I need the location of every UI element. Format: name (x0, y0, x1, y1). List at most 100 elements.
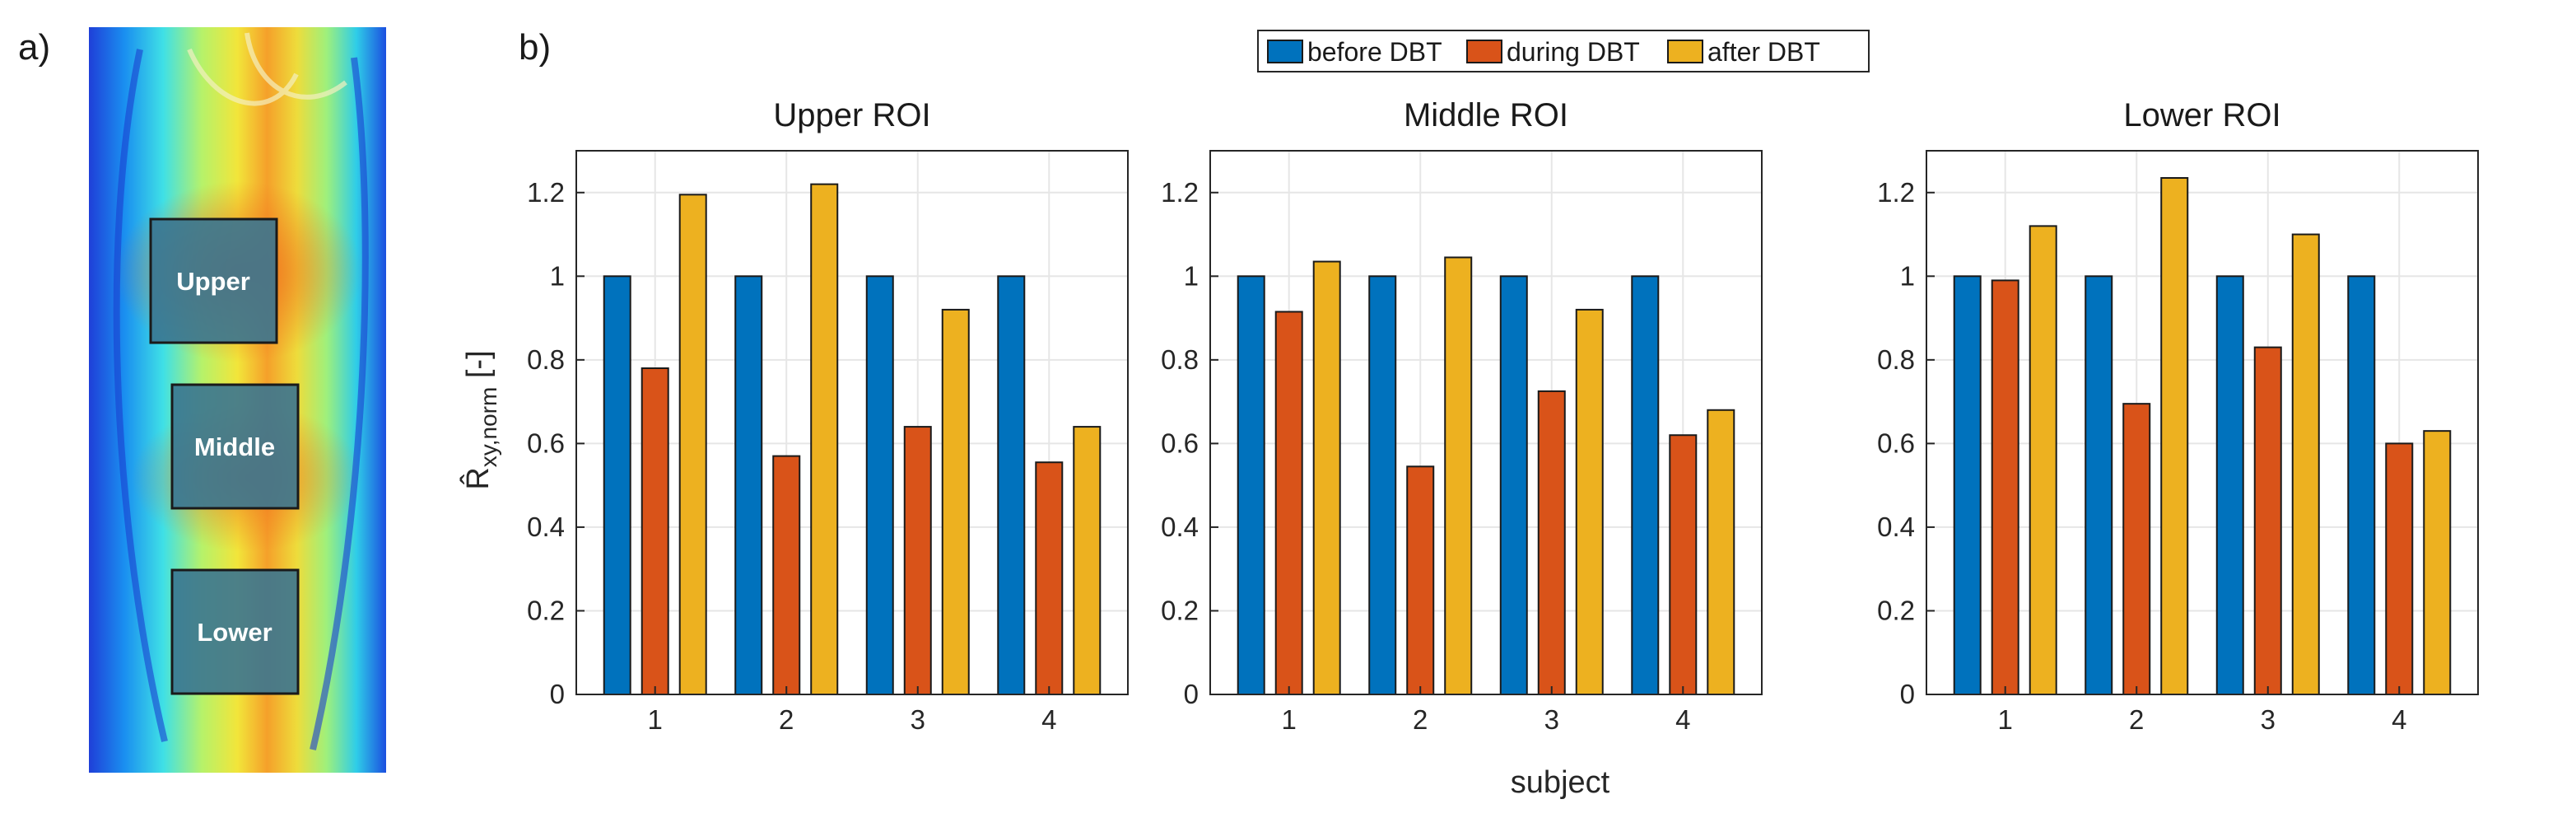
legend-label-after: after DBT (1707, 37, 1820, 67)
bar-lower-after-subject-3 (2291, 233, 2320, 695)
bar-upper-before-subject-1 (603, 275, 631, 695)
y-axis-label-unit: [-] (461, 350, 496, 386)
xtick-label-lower-1: 2 (2129, 704, 2144, 735)
xtick-label-upper-1: 2 (779, 704, 794, 735)
bar-upper-during-subject-3 (903, 426, 932, 695)
roi-box-lower (170, 568, 300, 695)
ytick-label-lower-4: 0.8 (1877, 344, 1915, 375)
ytick-label-upper-3: 0.6 (527, 428, 565, 458)
ytick-label-upper-2: 0.4 (527, 512, 565, 542)
xtick-label-upper-3: 4 (1041, 704, 1056, 735)
bar-middle-during-subject-2 (1406, 465, 1435, 695)
bar-lower-before-subject-2 (2085, 275, 2113, 695)
ytick-label-lower-0: 0 (1900, 679, 1915, 709)
bar-lower-after-subject-2 (2160, 177, 2189, 695)
xtick-label-middle-3: 4 (1675, 704, 1690, 735)
bar-upper-during-subject-2 (772, 455, 801, 695)
xtick-label-lower-2: 3 (2261, 704, 2276, 735)
bar-upper-after-subject-3 (941, 308, 970, 695)
chart-title-middle: Middle ROI (1404, 97, 1568, 133)
roi-box-middle (170, 383, 300, 510)
legend-box (1257, 30, 1870, 72)
xtick-label-lower-3: 4 (2392, 704, 2406, 735)
bar-middle-before-subject-2 (1368, 275, 1397, 695)
bar-upper-during-subject-4 (1035, 461, 1064, 695)
bar-middle-before-subject-3 (1499, 275, 1528, 695)
thermal-image: Upper Middle Lower (89, 27, 386, 773)
bar-lower-before-subject-3 (2215, 275, 2244, 695)
bar-lower-during-subject-4 (2385, 442, 2414, 696)
chart-middle-roi: 0 0.2 0.4 0.6 0.8 1 1.2 1 2 3 4 Middle ROI (1161, 97, 1763, 735)
bar-middle-during-subject-1 (1274, 311, 1303, 695)
xtick-label-middle-1: 2 (1413, 704, 1428, 735)
panel-label-b: b) (519, 27, 551, 68)
legend-label-before: before DBT (1307, 37, 1442, 67)
bar-upper-after-subject-1 (678, 194, 707, 696)
ytick-label-upper-4: 0.8 (527, 344, 565, 375)
bar-middle-before-subject-1 (1237, 275, 1265, 695)
ytick-label-lower-5: 1 (1900, 260, 1915, 291)
bar-middle-after-subject-3 (1575, 308, 1604, 695)
xtick-label-middle-0: 1 (1282, 704, 1297, 735)
thermal-outline-left (113, 49, 168, 742)
ytick-label-lower-6: 1.2 (1877, 177, 1915, 208)
bar-upper-after-subject-2 (810, 183, 839, 696)
legend-swatch-before (1267, 40, 1303, 63)
ytick-label-upper-6: 1.2 (527, 177, 565, 208)
x-axis-label: subject (1511, 765, 1610, 800)
xtick-label-upper-0: 1 (648, 704, 663, 735)
chart-upper-roi: 0 0.2 0.4 0.6 0.8 1 1.2 1 2 3 4 Upper ROI (527, 97, 1129, 735)
ytick-label-middle-4: 0.8 (1161, 344, 1199, 375)
bar-lower-after-subject-1 (2029, 225, 2057, 695)
ytick-label-lower-3: 0.6 (1877, 428, 1915, 458)
bar-upper-during-subject-1 (641, 367, 669, 695)
roi-label-upper: Upper (176, 267, 250, 296)
chart-lower-roi: 0 0.2 0.4 0.6 0.8 1 1.2 1 2 3 4 Lower ROI (1877, 97, 2479, 735)
axes-box-middle (1209, 150, 1763, 695)
y-axis-label-symbol: R̂ (459, 467, 496, 489)
bar-lower-during-subject-2 (2122, 403, 2151, 695)
bar-middle-after-subject-2 (1444, 256, 1473, 695)
y-axis-label: R̂xy,norm [-] (459, 350, 501, 489)
bar-middle-during-subject-3 (1537, 390, 1566, 695)
bar-upper-before-subject-3 (865, 275, 894, 695)
bar-upper-before-subject-4 (997, 275, 1026, 695)
thermal-toe-lines (187, 32, 347, 106)
bar-upper-after-subject-4 (1073, 426, 1102, 695)
bar-lower-after-subject-4 (2423, 430, 2452, 696)
chart-title-upper: Upper ROI (773, 97, 930, 133)
bar-middle-during-subject-4 (1669, 434, 1698, 695)
bar-lower-before-subject-1 (1953, 275, 1982, 695)
legend: before DBT during DBT after DBT (1257, 30, 1870, 72)
ytick-label-middle-6: 1.2 (1161, 177, 1199, 208)
ytick-label-upper-1: 0.2 (527, 595, 565, 625)
bar-middle-before-subject-4 (1631, 275, 1660, 695)
ytick-label-lower-2: 0.4 (1877, 512, 1915, 542)
axes-box-upper (575, 150, 1129, 695)
axes-box-lower (1926, 150, 2479, 695)
legend-swatch-during (1466, 40, 1502, 63)
ytick-label-upper-0: 0 (550, 679, 565, 709)
y-axis-label-subscript: xy,norm (476, 387, 501, 468)
roi-label-middle: Middle (194, 432, 275, 461)
xtick-label-middle-2: 3 (1544, 704, 1559, 735)
ytick-label-middle-2: 0.4 (1161, 512, 1199, 542)
bar-middle-after-subject-4 (1707, 409, 1735, 695)
ytick-label-middle-5: 1 (1184, 260, 1199, 291)
roi-label-lower: Lower (197, 618, 272, 647)
xtick-label-upper-2: 3 (911, 704, 925, 735)
ytick-label-middle-1: 0.2 (1161, 595, 1199, 625)
legend-swatch-after (1667, 40, 1703, 63)
ytick-label-middle-0: 0 (1184, 679, 1199, 709)
bar-lower-during-subject-3 (2253, 346, 2282, 695)
thermal-outline-right (310, 57, 369, 750)
legend-label-during: during DBT (1507, 37, 1640, 67)
chart-title-lower: Lower ROI (2123, 97, 2280, 133)
roi-box-upper (149, 217, 278, 344)
xtick-label-lower-0: 1 (1998, 704, 2013, 735)
ytick-label-upper-5: 1 (550, 260, 565, 291)
bar-lower-during-subject-1 (1991, 279, 2019, 695)
bar-lower-before-subject-4 (2347, 275, 2376, 695)
panel-label-a: a) (18, 27, 50, 68)
